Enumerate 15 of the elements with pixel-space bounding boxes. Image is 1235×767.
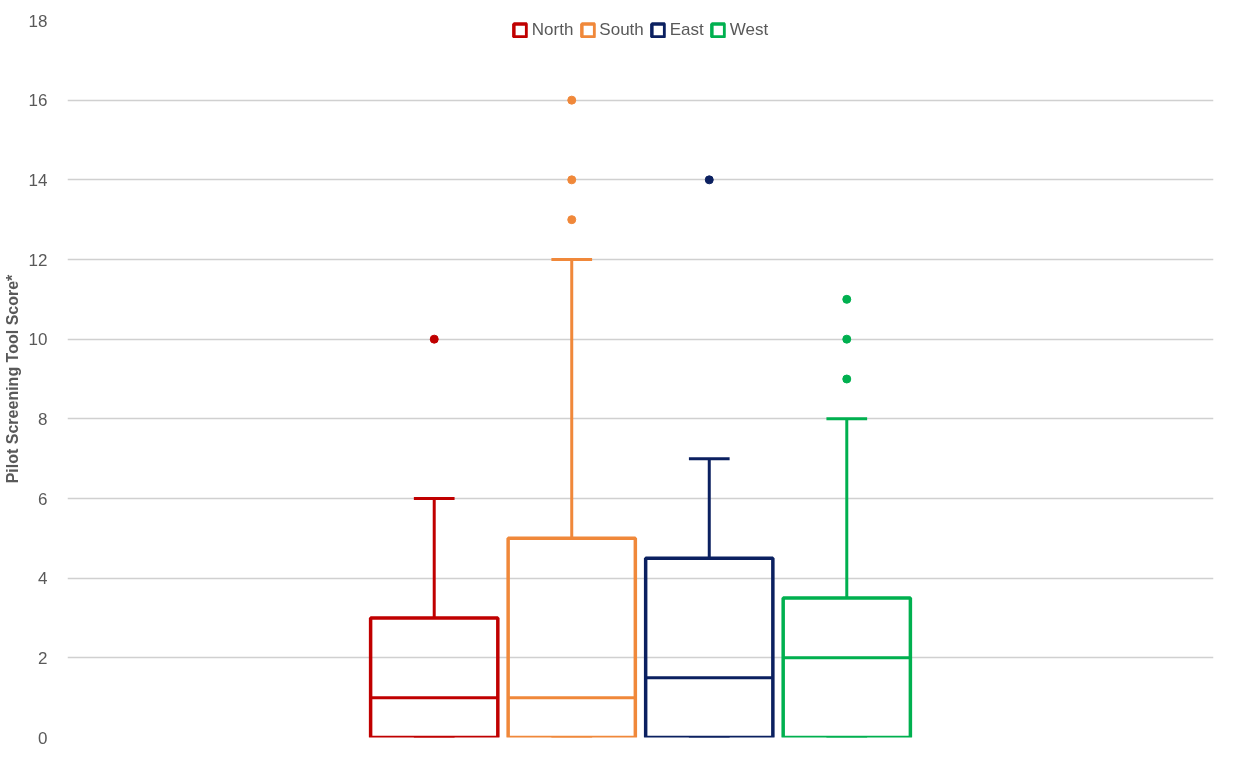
legend-label: West bbox=[729, 20, 769, 40]
y-tick-label: 6 bbox=[38, 489, 48, 509]
y-tick-label: 12 bbox=[28, 250, 48, 270]
y-tick-label: 16 bbox=[28, 91, 48, 111]
y-axis-title: Pilot Screening Tool Score* bbox=[3, 273, 21, 484]
y-tick-label: 0 bbox=[38, 728, 48, 748]
y-tick-label: 2 bbox=[38, 648, 48, 668]
y-tick-label: 8 bbox=[38, 409, 48, 429]
y-tick-label: 4 bbox=[38, 569, 48, 589]
legend-label: South bbox=[599, 20, 644, 40]
legend-label: East bbox=[669, 20, 704, 40]
y-tick-label: 14 bbox=[28, 170, 48, 190]
y-tick-label: 18 bbox=[28, 11, 48, 31]
legend-label: North bbox=[531, 20, 574, 40]
y-tick-label: 10 bbox=[28, 330, 48, 350]
